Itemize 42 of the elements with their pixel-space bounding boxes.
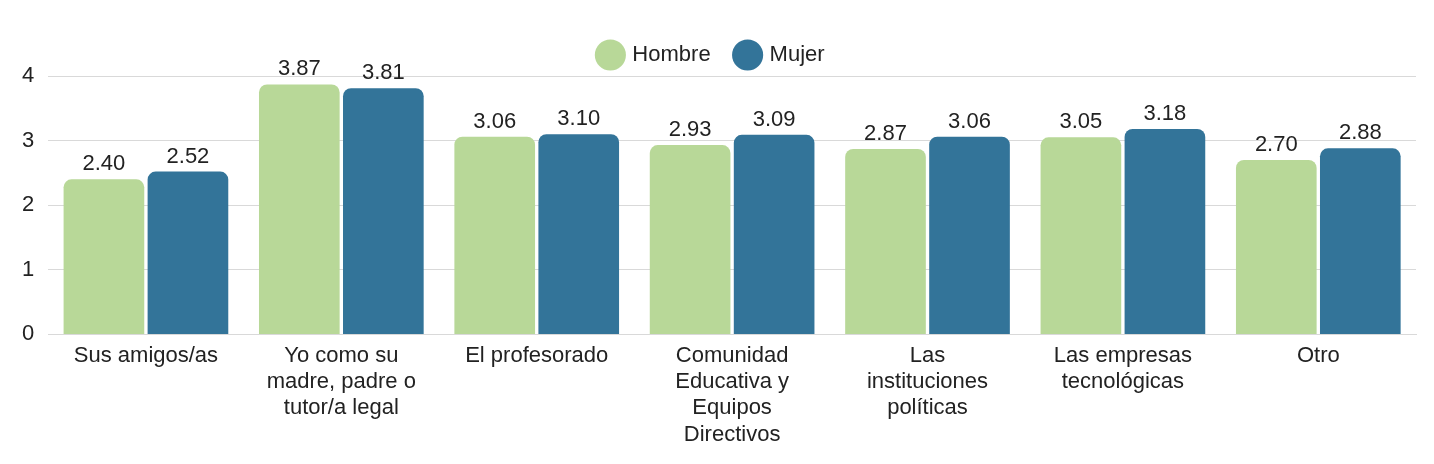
bar [63, 179, 145, 334]
x-tick-label: Yo como su madre, padre o tutor/a legal [266, 341, 416, 420]
x-tick-label: Las instituciones políticas [866, 341, 989, 420]
bar [454, 136, 536, 334]
y-tick-label: 3 [21, 126, 35, 152]
bar [1040, 137, 1122, 334]
data-label: 3.06 [948, 107, 991, 133]
bar [649, 145, 731, 334]
x-tick-label: Las empresas tecnológicas [1053, 341, 1192, 394]
data-label: 3.87 [277, 55, 321, 81]
legend-label: Mujer [769, 41, 825, 67]
data-label: 2.52 [166, 142, 210, 168]
bar [845, 149, 926, 334]
bar [258, 84, 340, 334]
data-label: 2.88 [1338, 119, 1382, 145]
data-label: 3.05 [1059, 108, 1103, 134]
data-label: 3.18 [1143, 100, 1187, 126]
bar [538, 134, 620, 334]
bar [343, 88, 424, 334]
bar [733, 134, 815, 334]
x-tick-label: Sus amigos/as [73, 341, 219, 367]
x-tick-label: Comunidad Educativa y Equipos Directivos [675, 341, 789, 446]
data-label: 2.70 [1254, 131, 1298, 157]
x-tick-label: Otro [1296, 341, 1340, 367]
legend-label: Hombre [632, 41, 711, 67]
bar [929, 136, 1010, 334]
data-label: 3.09 [752, 105, 796, 131]
data-label: 2.40 [82, 150, 126, 176]
bar [1235, 159, 1317, 334]
data-label: 3.06 [473, 107, 517, 133]
y-tick-label: 4 [21, 62, 35, 88]
bar [1124, 128, 1206, 334]
data-label: 3.81 [361, 59, 405, 85]
y-tick-label: 0 [21, 320, 35, 346]
data-label: 3.10 [557, 105, 601, 131]
bar [147, 171, 229, 334]
data-label: 2.93 [668, 116, 712, 142]
bar [1319, 148, 1401, 334]
y-tick-label: 1 [21, 255, 35, 281]
data-label: 2.87 [864, 120, 907, 146]
x-tick-label: El profesorado [465, 341, 609, 367]
y-tick-label: 2 [21, 191, 35, 217]
